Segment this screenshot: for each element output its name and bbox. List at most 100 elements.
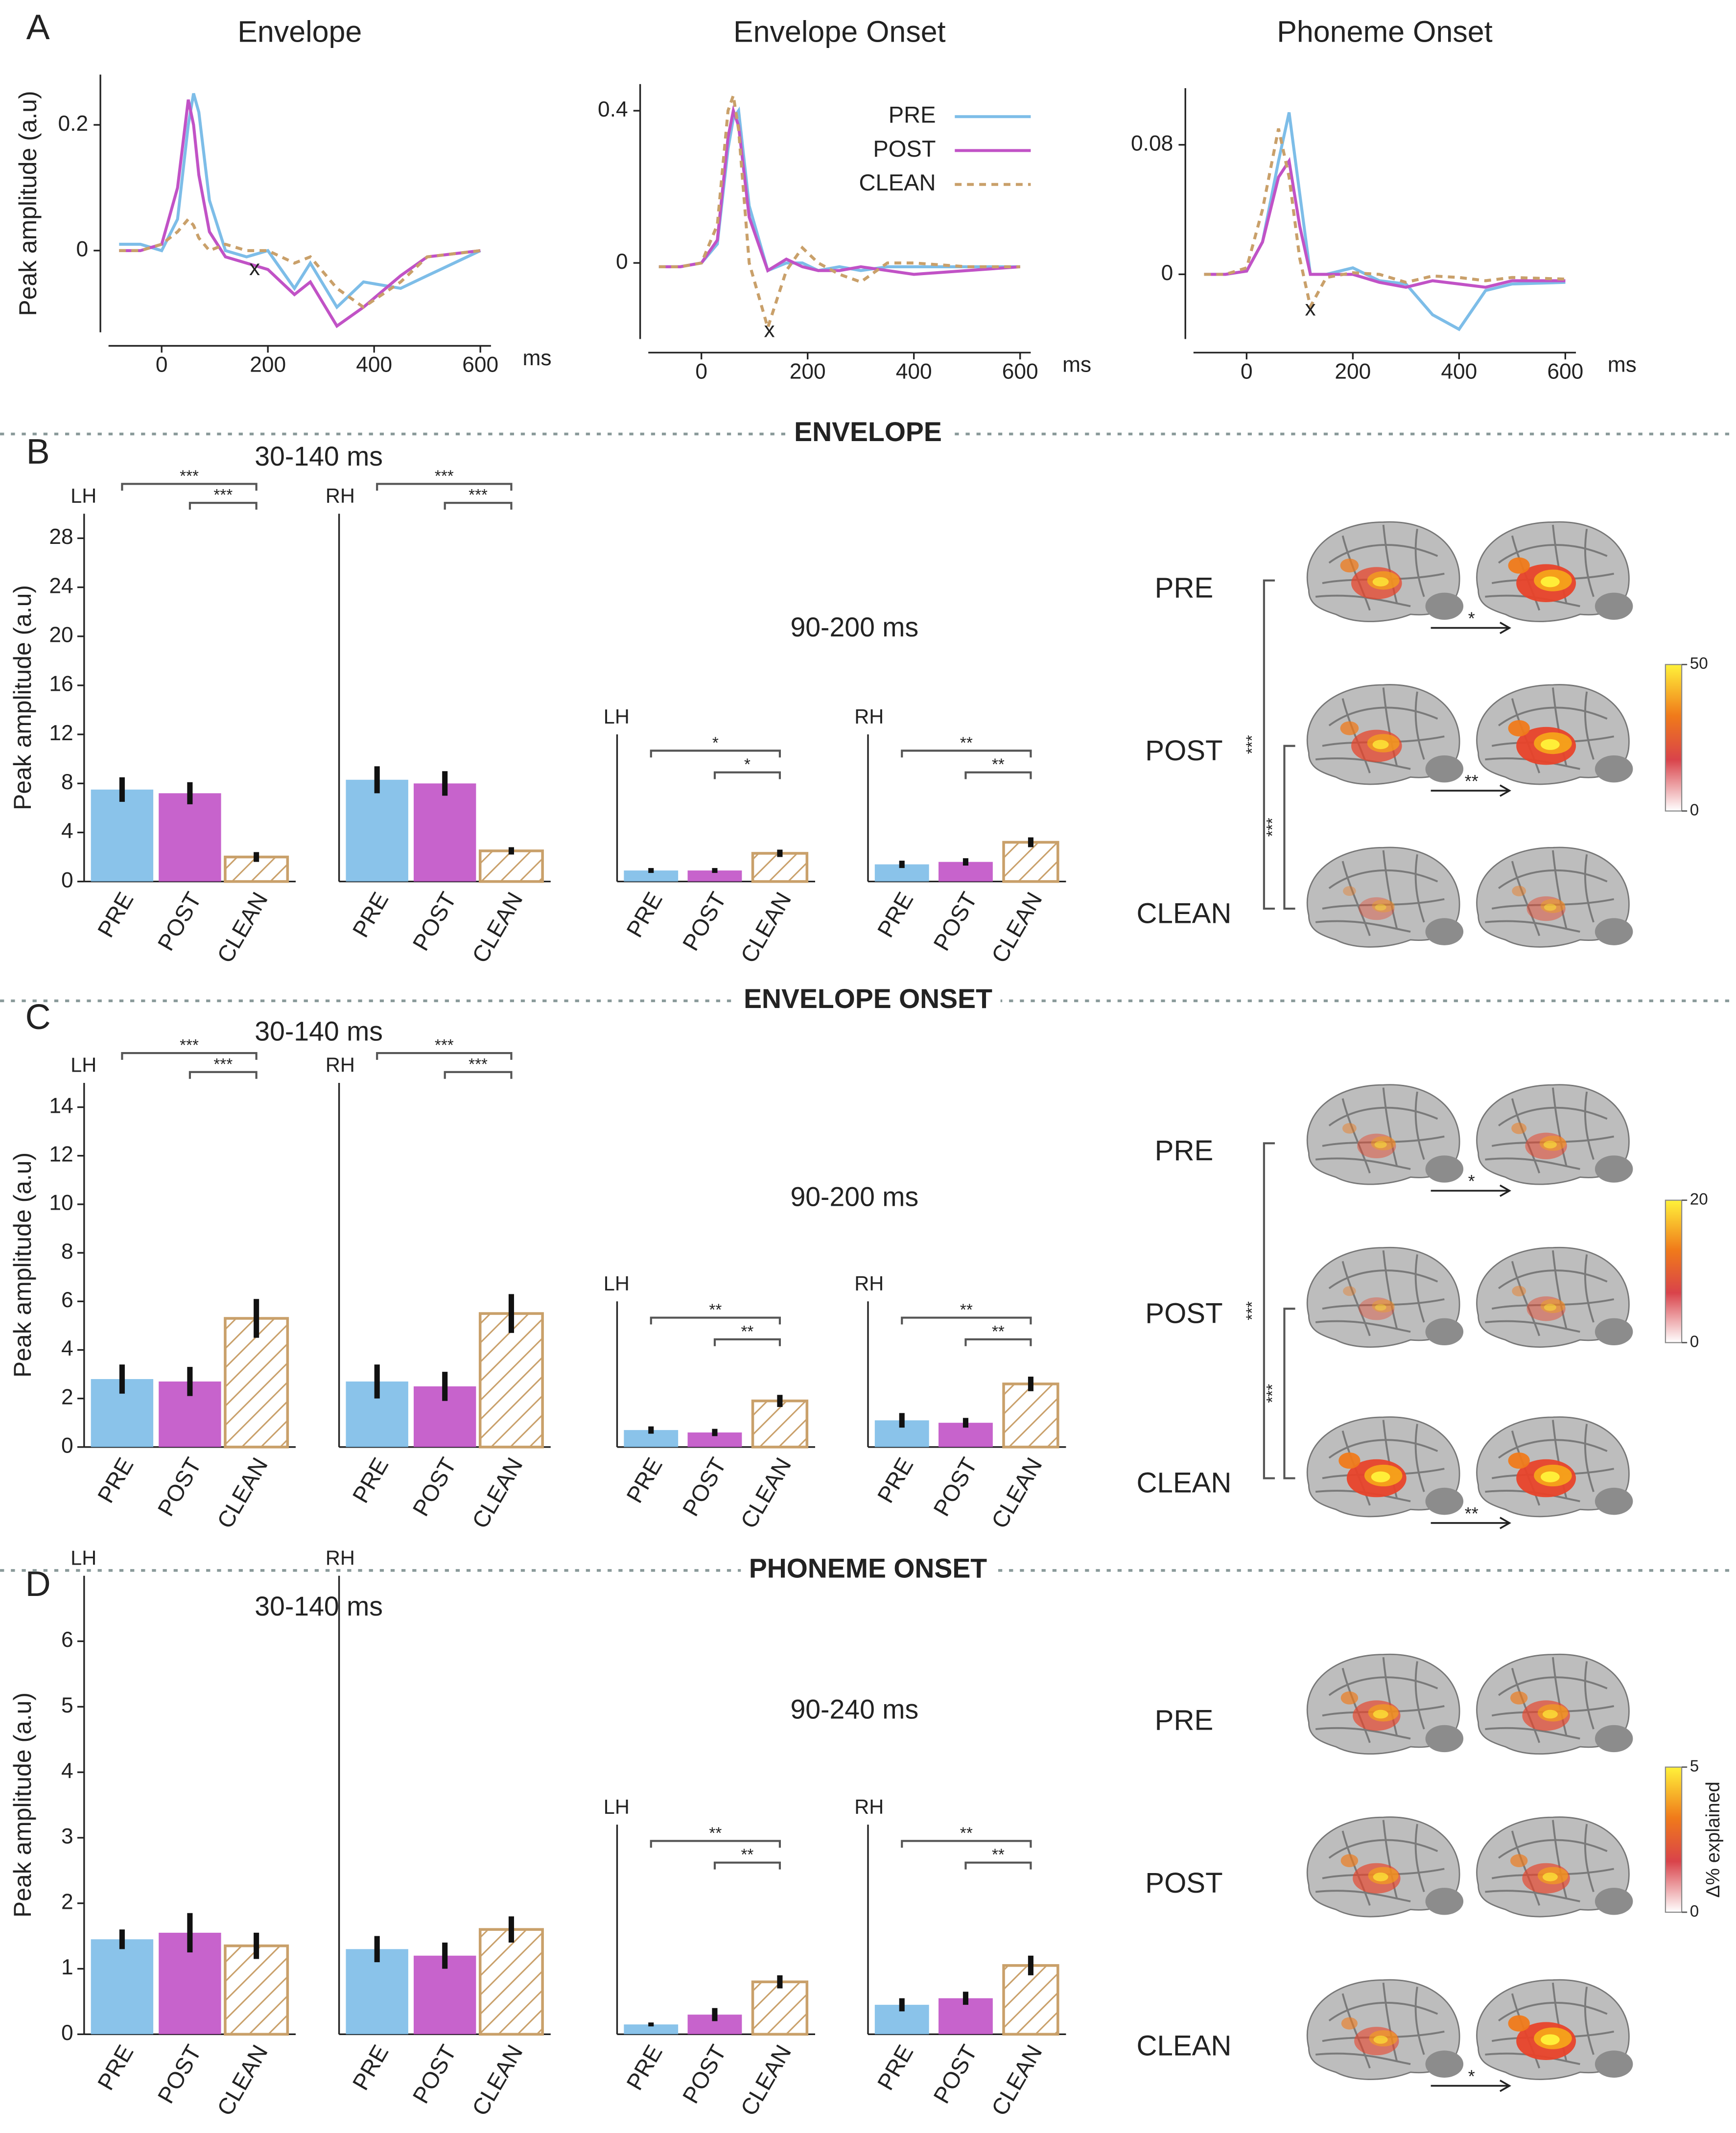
bar bbox=[478, 849, 544, 883]
time-window: 30-140 ms bbox=[255, 1591, 383, 1621]
x-tick-label: CLEAN bbox=[986, 1453, 1047, 1532]
y-axis-label: Peak amplitude (a.u) bbox=[9, 1692, 36, 1918]
x-tick-label: 0 bbox=[156, 353, 168, 377]
bracket bbox=[1263, 1142, 1275, 1479]
x-tick-label: PRE bbox=[872, 1453, 918, 1507]
significance-bracket bbox=[650, 1840, 781, 1848]
brain-map bbox=[1306, 1084, 1464, 1185]
condition-label: POST bbox=[1145, 1867, 1222, 1899]
activation bbox=[1343, 886, 1356, 896]
y-tick-label: 24 bbox=[49, 574, 73, 598]
activation bbox=[1373, 2036, 1388, 2044]
time-window: 30-140 ms bbox=[255, 1016, 383, 1047]
significance-bracket bbox=[121, 1052, 258, 1060]
x-tick-label: 200 bbox=[1335, 360, 1371, 384]
significance-bracket bbox=[713, 1861, 781, 1870]
significance-label: *** bbox=[469, 1055, 488, 1074]
condition-label: POST bbox=[1145, 735, 1222, 767]
bar bbox=[91, 1939, 154, 2035]
significance-label: *** bbox=[180, 1036, 199, 1055]
brain-map bbox=[1476, 1246, 1633, 1348]
y-tick-label: 4 bbox=[61, 1759, 73, 1783]
brain-map bbox=[1476, 846, 1633, 948]
x-tick-label: CLEAN bbox=[467, 888, 527, 967]
significance-label: ** bbox=[741, 1323, 754, 1341]
bracket-label: *** bbox=[1243, 735, 1262, 754]
x-tick-label: PRE bbox=[621, 2040, 667, 2094]
condition-label: PRE bbox=[1155, 1135, 1214, 1167]
y-tick-label: 10 bbox=[49, 1191, 73, 1215]
condition-label: POST bbox=[1145, 1297, 1222, 1329]
y-tick-label: 2 bbox=[61, 1385, 73, 1409]
activation bbox=[1357, 1133, 1396, 1159]
series-line bbox=[119, 93, 481, 310]
colorbar bbox=[1665, 1766, 1683, 1913]
y-tick-label: 1 bbox=[61, 1955, 73, 1979]
x-tick-label: 400 bbox=[896, 360, 932, 384]
arrow-label: * bbox=[1468, 609, 1475, 629]
significance-bracket bbox=[901, 1840, 1032, 1848]
significance-label: ** bbox=[960, 1301, 973, 1319]
cerebellum bbox=[1425, 755, 1464, 783]
brain-map bbox=[1476, 1416, 1633, 1518]
activation bbox=[1526, 896, 1566, 921]
activation bbox=[1359, 897, 1395, 920]
sulcus bbox=[1584, 1824, 1595, 1893]
activation bbox=[1342, 1123, 1357, 1134]
condition-label: CLEAN bbox=[1136, 1467, 1231, 1499]
significance-bracket bbox=[376, 483, 513, 491]
hemisphere-label: LH bbox=[604, 705, 630, 728]
activation bbox=[1343, 1286, 1356, 1296]
bar bbox=[1002, 841, 1059, 883]
x-unit: ms bbox=[1608, 353, 1637, 377]
x-tick-label: POST bbox=[407, 1453, 461, 1521]
cerebellum bbox=[1595, 755, 1633, 783]
time-window: 90-240 ms bbox=[790, 1694, 918, 1725]
activation bbox=[1340, 559, 1359, 573]
sulcus bbox=[1315, 1890, 1411, 1902]
x-tick-label: POST bbox=[677, 888, 731, 955]
sulcus bbox=[1498, 1106, 1608, 1126]
brain-map bbox=[1476, 684, 1633, 785]
y-tick-label: 0.2 bbox=[58, 112, 89, 136]
y-tick-label: 0.4 bbox=[598, 97, 628, 121]
y-tick-label: 8 bbox=[61, 1240, 73, 1264]
annotation: x bbox=[249, 256, 260, 280]
sulcus bbox=[1328, 706, 1438, 727]
condition-label: CLEAN bbox=[1136, 2030, 1231, 2062]
bar bbox=[1002, 1383, 1059, 1449]
hemisphere-label: RH bbox=[326, 484, 355, 507]
brain-map bbox=[1306, 684, 1464, 785]
section-title: ENVELOPE ONSET bbox=[744, 984, 992, 1014]
activation bbox=[1340, 721, 1359, 735]
sulcus bbox=[1491, 1298, 1614, 1310]
time-window: 90-200 ms bbox=[790, 1182, 918, 1212]
x-tick-label: POST bbox=[677, 2040, 731, 2108]
x-tick-label: PRE bbox=[92, 888, 138, 941]
arrow bbox=[1431, 2079, 1511, 2092]
sulcus bbox=[1315, 2052, 1411, 2065]
sulcus bbox=[1498, 544, 1608, 564]
activation bbox=[1541, 1471, 1560, 1482]
sulcus bbox=[1414, 1424, 1425, 1492]
sulcus bbox=[1584, 691, 1595, 760]
bar bbox=[478, 1928, 544, 2036]
y-tick-label: 0 bbox=[1161, 261, 1173, 285]
significance-label: *** bbox=[435, 1036, 454, 1055]
activation bbox=[1544, 904, 1557, 911]
sulcus bbox=[1584, 854, 1595, 923]
cerebellum bbox=[1595, 1888, 1633, 1915]
legend-label: POST bbox=[873, 136, 936, 162]
activation bbox=[1375, 1304, 1386, 1311]
significance-label: ** bbox=[960, 734, 973, 752]
bracket-label: *** bbox=[1243, 1301, 1262, 1320]
time-window: 30-140 ms bbox=[255, 441, 383, 471]
activation bbox=[1541, 739, 1560, 750]
colorbar bbox=[1665, 664, 1683, 812]
significance-label: ** bbox=[992, 1323, 1005, 1341]
activation bbox=[1340, 1691, 1359, 1705]
sulcus bbox=[1584, 1091, 1595, 1160]
condition-label: PRE bbox=[1155, 572, 1214, 604]
sulcus bbox=[1341, 1261, 1371, 1336]
x-tick-label: POST bbox=[677, 1453, 731, 1521]
